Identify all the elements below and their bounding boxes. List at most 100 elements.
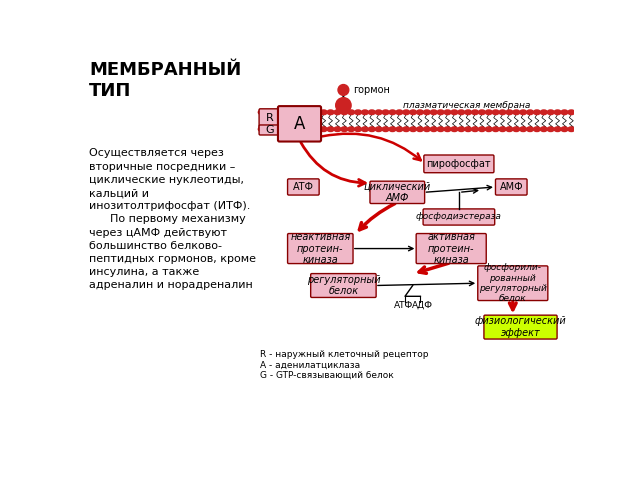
Ellipse shape — [265, 110, 272, 115]
Text: АДФ: АДФ — [412, 301, 433, 310]
FancyBboxPatch shape — [287, 179, 319, 195]
Ellipse shape — [547, 110, 554, 115]
Ellipse shape — [410, 110, 417, 115]
Ellipse shape — [362, 127, 369, 132]
Ellipse shape — [341, 110, 348, 115]
Ellipse shape — [410, 127, 417, 132]
Ellipse shape — [272, 127, 279, 132]
Ellipse shape — [382, 110, 389, 115]
FancyBboxPatch shape — [478, 266, 548, 300]
Text: Осуществляется через
вторичные посредники –
циклические нуклеотиды,
кальций и
ин: Осуществляется через вторичные посредник… — [90, 148, 256, 290]
Ellipse shape — [444, 110, 451, 115]
Text: А: А — [294, 115, 305, 133]
Ellipse shape — [348, 127, 355, 132]
Ellipse shape — [540, 127, 547, 132]
Ellipse shape — [369, 127, 375, 132]
Text: физиологический
эффект: физиологический эффект — [475, 316, 566, 338]
Ellipse shape — [527, 127, 534, 132]
Ellipse shape — [561, 127, 568, 132]
Ellipse shape — [286, 110, 292, 115]
FancyBboxPatch shape — [278, 106, 321, 142]
Ellipse shape — [513, 110, 520, 115]
Text: фосфорили-
рованный
регуляторный
белок: фосфорили- рованный регуляторный белок — [479, 263, 547, 303]
Ellipse shape — [362, 110, 369, 115]
Text: активная
протеин-
киназа: активная протеин- киназа — [428, 232, 475, 265]
Ellipse shape — [314, 110, 320, 115]
Text: АМФ: АМФ — [499, 182, 523, 192]
Ellipse shape — [300, 110, 307, 115]
Ellipse shape — [403, 127, 410, 132]
Ellipse shape — [334, 127, 341, 132]
Ellipse shape — [279, 110, 286, 115]
Ellipse shape — [389, 127, 396, 132]
Ellipse shape — [458, 127, 465, 132]
Ellipse shape — [286, 127, 292, 132]
Text: R: R — [266, 113, 273, 123]
Text: фосфодиэстераза: фосфодиэстераза — [416, 213, 502, 221]
Ellipse shape — [334, 110, 341, 115]
Ellipse shape — [499, 110, 506, 115]
Ellipse shape — [499, 127, 506, 132]
Ellipse shape — [472, 110, 479, 115]
Ellipse shape — [554, 127, 561, 132]
Ellipse shape — [472, 127, 479, 132]
Text: пирофосфат: пирофосфат — [427, 159, 492, 169]
Ellipse shape — [554, 110, 561, 115]
Ellipse shape — [451, 110, 458, 115]
Text: R - наружный клеточный рецептор
А - аденилатциклаза
G - GTP-связывающий белок: R - наружный клеточный рецептор А - аден… — [260, 350, 429, 380]
Ellipse shape — [527, 110, 534, 115]
Ellipse shape — [534, 127, 540, 132]
Text: неактивная
протеин-
киназа: неактивная протеин- киназа — [290, 232, 351, 265]
Text: АТФ: АТФ — [394, 301, 413, 310]
Ellipse shape — [307, 110, 314, 115]
Ellipse shape — [292, 127, 300, 132]
Text: регуляторный
белок: регуляторный белок — [307, 275, 380, 296]
Ellipse shape — [259, 110, 265, 115]
FancyBboxPatch shape — [310, 274, 376, 298]
Ellipse shape — [403, 110, 410, 115]
Ellipse shape — [485, 127, 492, 132]
Text: гормон: гормон — [353, 85, 390, 95]
FancyBboxPatch shape — [424, 155, 494, 173]
Ellipse shape — [520, 110, 527, 115]
Ellipse shape — [437, 110, 444, 115]
Ellipse shape — [300, 127, 307, 132]
Ellipse shape — [465, 110, 472, 115]
Ellipse shape — [279, 127, 286, 132]
Ellipse shape — [561, 110, 568, 115]
Ellipse shape — [355, 127, 362, 132]
Ellipse shape — [396, 110, 403, 115]
Ellipse shape — [479, 110, 485, 115]
Ellipse shape — [265, 127, 272, 132]
Ellipse shape — [492, 127, 499, 132]
Text: АТФ: АТФ — [293, 182, 314, 192]
Ellipse shape — [389, 110, 396, 115]
FancyBboxPatch shape — [370, 181, 424, 204]
Ellipse shape — [327, 110, 334, 115]
Ellipse shape — [568, 127, 575, 132]
Ellipse shape — [314, 127, 320, 132]
Ellipse shape — [327, 127, 334, 132]
FancyBboxPatch shape — [423, 209, 495, 225]
FancyBboxPatch shape — [259, 109, 281, 128]
FancyBboxPatch shape — [416, 234, 486, 264]
FancyBboxPatch shape — [484, 315, 557, 339]
Ellipse shape — [547, 127, 554, 132]
Ellipse shape — [506, 127, 513, 132]
Ellipse shape — [485, 110, 492, 115]
Ellipse shape — [437, 127, 444, 132]
FancyBboxPatch shape — [287, 234, 353, 264]
Bar — [259, 110, 573, 132]
Ellipse shape — [348, 110, 355, 115]
Ellipse shape — [307, 127, 314, 132]
Ellipse shape — [540, 110, 547, 115]
Ellipse shape — [369, 110, 375, 115]
Ellipse shape — [513, 127, 520, 132]
Ellipse shape — [272, 110, 279, 115]
Ellipse shape — [492, 110, 499, 115]
Ellipse shape — [568, 110, 575, 115]
Ellipse shape — [479, 127, 485, 132]
Ellipse shape — [292, 110, 300, 115]
Text: МЕМБРАННЫЙ
ТИП: МЕМБРАННЫЙ ТИП — [90, 61, 241, 100]
Ellipse shape — [520, 127, 527, 132]
